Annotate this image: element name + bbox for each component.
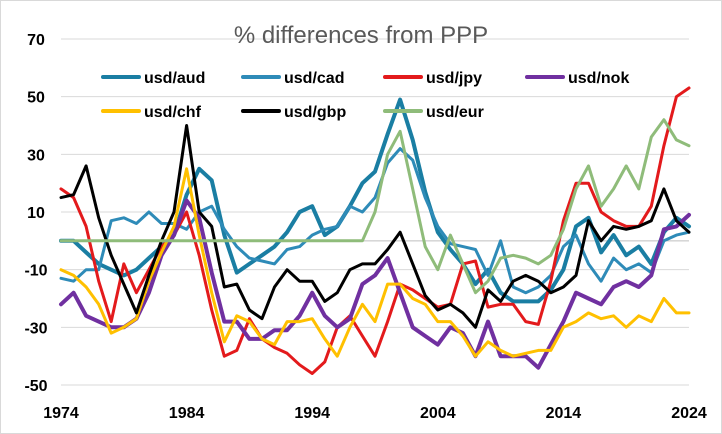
series-lines bbox=[59, 86, 691, 375]
y-axis-ticks: -50 -30 -10 10 30 50 70 bbox=[24, 32, 47, 395]
legend-label: usd/aud bbox=[144, 70, 205, 87]
y-tick-label: -50 bbox=[24, 378, 47, 395]
x-tick-label: 2004 bbox=[420, 405, 456, 422]
chart-title: % differences from PPP bbox=[234, 22, 488, 49]
x-tick-label: 1974 bbox=[43, 405, 79, 422]
series-line-usd-gbp bbox=[59, 124, 691, 329]
y-tick-label: -30 bbox=[24, 320, 47, 337]
legend-label: usd/cad bbox=[284, 70, 344, 87]
gridlines bbox=[61, 38, 689, 386]
legend-label: usd/jpy bbox=[426, 70, 482, 87]
legend-label: usd/chf bbox=[144, 104, 202, 121]
legend: usd/aud usd/cad usd/jpy usd/nok usd/chf usd/g… bbox=[101, 70, 629, 121]
y-tick-label: -10 bbox=[24, 263, 47, 280]
series-line-usd-chf bbox=[59, 167, 691, 358]
series-line-usd-nok bbox=[59, 198, 691, 370]
x-tick-label: 2024 bbox=[671, 405, 707, 422]
legend-label: usd/eur bbox=[426, 104, 484, 121]
y-tick-label: 30 bbox=[27, 147, 45, 164]
legend-label: usd/nok bbox=[568, 70, 629, 87]
x-tick-label: 1994 bbox=[294, 405, 330, 422]
y-tick-label: 70 bbox=[27, 32, 45, 49]
x-tick-label: 2014 bbox=[546, 405, 582, 422]
series-line-usd-eur bbox=[59, 118, 691, 295]
legend-label: usd/gbp bbox=[284, 104, 346, 121]
y-tick-label: 50 bbox=[27, 90, 45, 107]
x-tick-label: 1984 bbox=[169, 405, 205, 422]
y-tick-label: 10 bbox=[27, 205, 45, 222]
x-axis-ticks: 1974 1984 1994 2004 2014 2024 bbox=[43, 405, 707, 422]
series-line-usd-cad bbox=[59, 147, 691, 295]
